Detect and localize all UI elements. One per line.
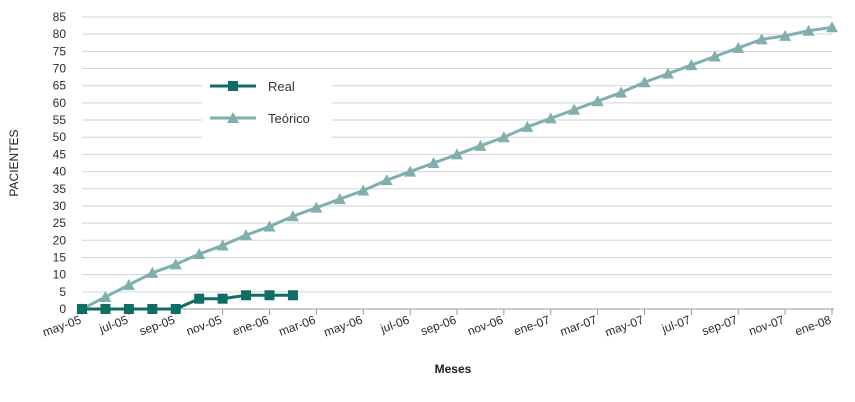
x-tick-label: jul-07 [659,313,693,337]
x-tick-label: nov-05 [184,313,224,339]
y-tick-label: 40 [53,165,67,179]
y-tick-labels: 0 5 10 15 20 25 30 35 40 45 50 55 60 65 70 75 80 85 [53,10,67,316]
y-tick-label: 70 [53,62,67,76]
y-tick-label: 30 [53,199,67,213]
series-line-real [82,293,293,311]
data-point-real [77,304,87,314]
y-tick-label: 65 [53,79,67,93]
data-point-teorico [99,290,112,302]
x-tick-label: ene-08 [793,313,833,339]
series-line-teorico [81,25,833,311]
x-tick-label: ene-06 [231,313,271,339]
x-tick-label: may-06 [322,313,365,340]
data-point-teorico [732,41,745,53]
data-point-teorico [310,201,323,213]
data-point-teorico [638,76,651,88]
y-tick-label: 60 [53,96,67,110]
x-tick-label: nov-06 [466,313,506,339]
x-tick-label: sep-06 [419,313,459,339]
y-tick-label: 25 [53,216,67,230]
data-point-teorico [357,184,370,196]
x-tick-label: sep-07 [700,313,740,339]
data-point-teorico [497,131,510,143]
data-point-teorico [802,24,815,36]
data-point-teorico [474,139,487,151]
x-tick-label: mar-06 [277,313,318,339]
data-point-teorico [826,21,838,33]
legend: Real Teórico [202,70,332,140]
y-tick-label: 85 [53,10,67,24]
legend-marker-teorico [227,112,239,123]
x-tick-label: ene-07 [512,313,552,339]
y-axis-title: PACIENTES [7,129,21,196]
data-point-teorico [240,229,253,241]
data-point-real [123,304,134,314]
y-tick-label: 10 [53,268,67,282]
data-point-teorico [521,120,534,132]
data-point-real [287,290,298,301]
x-tick-label: mar-07 [558,313,599,339]
legend-marker-real [228,81,238,91]
x-tick-label: sep-05 [137,313,177,339]
data-point-real [100,304,111,314]
y-tick-label: 45 [53,147,67,161]
data-point-teorico [779,29,792,41]
x-tick-label: may-05 [41,313,84,340]
series-layer [76,21,838,314]
data-point-real [147,304,158,314]
data-point-teorico [404,165,417,177]
legend-label: Real [268,79,295,94]
y-tick-label: 75 [53,44,67,58]
data-point-real [170,304,181,314]
data-point-teorico [193,248,206,260]
x-tick-label: may-07 [603,313,646,340]
data-point-teorico [568,103,581,115]
y-tick-label: 55 [53,113,67,127]
data-point-teorico [286,210,299,222]
data-point-teorico [591,95,604,107]
data-point-teorico [122,278,135,290]
y-tick-label: 35 [53,182,67,196]
data-point-teorico [380,174,393,186]
data-point-teorico [333,193,346,205]
data-point-teorico [544,112,557,124]
y-tick-label: 0 [59,302,66,316]
y-tick-label: 50 [53,130,67,144]
x-axis [81,308,834,315]
y-tick-label: 80 [53,27,67,41]
y-tick-label: 20 [53,233,67,247]
data-point-real [264,290,275,301]
data-point-teorico [169,258,182,270]
data-point-teorico [263,220,276,232]
legend-label: Teórico [268,111,310,126]
data-point-teorico [451,148,463,160]
legend-box [202,70,332,140]
data-point-teorico [615,86,628,98]
data-point-real [194,293,205,304]
data-point-teorico [216,239,229,251]
x-tick-label: nov-07 [747,313,787,339]
y-tick-label: 15 [53,250,67,264]
x-tick-label: jul-06 [378,313,412,337]
data-point-teorico [708,50,721,62]
x-tick-label: jul-05 [97,313,131,337]
data-point-teorico [755,33,768,45]
data-point-teorico [427,157,440,168]
data-point-teorico [661,67,674,79]
data-point-real [241,290,252,301]
x-tick-labels: may-05 jul-05 sep-05 nov-05 ene-06 mar-06 may-… [41,313,834,340]
data-point-teorico [146,266,159,278]
data-point-teorico [685,59,698,71]
data-point-real [217,293,228,304]
y-tick-label: 5 [59,285,66,299]
x-axis-title: Meses [435,362,472,376]
